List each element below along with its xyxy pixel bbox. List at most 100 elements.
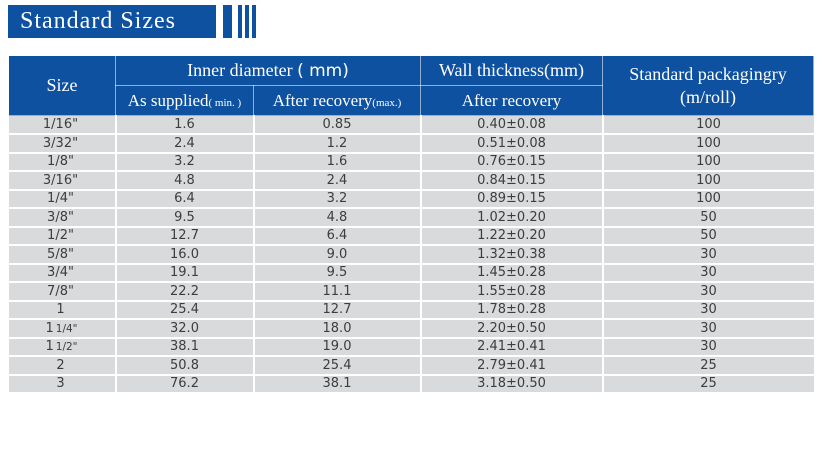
- wall-thickness-cell: 1.55±0.28: [420, 282, 604, 302]
- roll-length-cell: 30: [602, 337, 814, 357]
- header-packaging: Standard packagingry (m/roll): [602, 55, 814, 116]
- header-packaging-line1: Standard packagingry: [629, 64, 787, 84]
- header-inner-diameter: Inner diameter ( mm): [115, 55, 421, 86]
- as-supplied-cell: 25.4: [115, 300, 255, 320]
- size-cell: 1/16": [8, 115, 117, 135]
- size-value: 3: [56, 376, 65, 392]
- after-recovery-cell: 3.2: [253, 189, 422, 209]
- roll-length-cell: 100: [602, 115, 814, 135]
- size-value: 1/8": [47, 154, 74, 170]
- size-value: 3/16": [42, 172, 79, 188]
- as-supplied-cell: 76.2: [115, 374, 255, 394]
- size-cell: 2: [8, 356, 117, 376]
- as-supplied-cell: 19.1: [115, 263, 255, 283]
- header-inner-diameter-label: Inner diameter: [187, 60, 293, 80]
- size-value: 3/32": [42, 135, 79, 151]
- table-row: 5/8" 16.0 9.0 1.32±0.38 30: [8, 245, 814, 265]
- size-fraction: 1/2": [55, 341, 78, 354]
- roll-length-cell: 100: [602, 189, 814, 209]
- header-after-recovery: After recovery(max.): [253, 85, 421, 116]
- wall-thickness-cell: 0.40±0.08: [420, 115, 604, 135]
- as-supplied-cell: 4.8: [115, 171, 255, 191]
- as-supplied-cell: 22.2: [115, 282, 255, 302]
- wall-thickness-cell: 0.76±0.15: [420, 152, 604, 172]
- wall-thickness-cell: 1.78±0.28: [420, 300, 604, 320]
- size-value: 1: [45, 339, 54, 355]
- table-row: 1 1/2" 38.1 19.0 2.41±0.41 30: [8, 337, 814, 357]
- size-cell: 1 1/2": [8, 337, 117, 357]
- size-value: 1: [45, 320, 54, 336]
- size-cell: 1/2": [8, 226, 117, 246]
- after-recovery-cell: 25.4: [253, 356, 422, 376]
- size-value: 1/2": [47, 228, 74, 244]
- after-recovery-cell: 11.1: [253, 282, 422, 302]
- table-row: 1 1/4" 32.0 18.0 2.20±0.50 30: [8, 319, 814, 339]
- roll-length-cell: 30: [602, 263, 814, 283]
- roll-length-cell: 50: [602, 208, 814, 228]
- header-as-supplied-note: ( min. ): [208, 96, 242, 109]
- size-value: 3/8": [47, 209, 74, 225]
- table-row: 2 50.8 25.4 2.79±0.41 25: [8, 356, 814, 376]
- header-size: Size: [8, 55, 116, 116]
- as-supplied-cell: 1.6: [115, 115, 255, 135]
- decor-bar: [245, 5, 249, 38]
- wall-thickness-cell: 2.20±0.50: [420, 319, 604, 339]
- roll-length-cell: 50: [602, 226, 814, 246]
- size-value: 7/8": [47, 283, 74, 299]
- table-row: 3/16" 4.8 2.4 0.84±0.15 100: [8, 171, 814, 191]
- size-cell: 3/8": [8, 208, 117, 228]
- wall-thickness-cell: 2.79±0.41: [420, 356, 604, 376]
- after-recovery-cell: 2.4: [253, 171, 422, 191]
- wall-thickness-cell: 1.02±0.20: [420, 208, 604, 228]
- size-cell: 3/16": [8, 171, 117, 191]
- roll-length-cell: 30: [602, 300, 814, 320]
- roll-length-cell: 100: [602, 134, 814, 154]
- wall-thickness-cell: 1.45±0.28: [420, 263, 604, 283]
- size-fraction: 1/4": [55, 322, 78, 335]
- as-supplied-cell: 16.0: [115, 245, 255, 265]
- roll-length-cell: 100: [602, 171, 814, 191]
- after-recovery-cell: 0.85: [253, 115, 422, 135]
- size-value: 1/16": [42, 117, 79, 132]
- after-recovery-cell: 1.2: [253, 134, 422, 154]
- size-value: 1/4": [47, 191, 74, 207]
- size-cell: 3/32": [8, 134, 117, 154]
- size-cell: 1 1/4": [8, 319, 117, 339]
- size-value: 2: [56, 357, 65, 373]
- table-row: 3/8" 9.5 4.8 1.02±0.20 50: [8, 208, 814, 228]
- table-row: 1/16" 1.6 0.85 0.40±0.08 100: [8, 115, 814, 135]
- header-after-recovery-label: After recovery: [272, 90, 373, 110]
- standard-sizes-table: Size Inner diameter ( mm) Wall thickness…: [8, 55, 814, 394]
- as-supplied-cell: 2.4: [115, 134, 255, 154]
- table-row: 1/8" 3.2 1.6 0.76±0.15 100: [8, 152, 814, 172]
- as-supplied-cell: 9.5: [115, 208, 255, 228]
- table-body: 1/16" 1.6 0.85 0.40±0.08 100 3/32" 2.4 1…: [8, 115, 814, 394]
- table-row: 1/2" 12.7 6.4 1.22±0.20 50: [8, 226, 814, 246]
- as-supplied-cell: 50.8: [115, 356, 255, 376]
- after-recovery-cell: 4.8: [253, 208, 422, 228]
- wall-thickness-cell: 1.32±0.38: [420, 245, 604, 265]
- size-cell: 3/4": [8, 263, 117, 283]
- wall-thickness-cell: 0.51±0.08: [420, 134, 604, 154]
- size-cell: 1/4": [8, 189, 117, 209]
- size-cell: 1: [8, 300, 117, 320]
- table-row: 3 76.2 38.1 3.18±0.50 25: [8, 374, 814, 394]
- wall-thickness-cell: 1.22±0.20: [420, 226, 604, 246]
- table-row: 1/4" 6.4 3.2 0.89±0.15 100: [8, 189, 814, 209]
- after-recovery-cell: 6.4: [253, 226, 422, 246]
- table-row: 1 25.4 12.7 1.78±0.28 30: [8, 300, 814, 320]
- after-recovery-cell: 19.0: [253, 337, 422, 357]
- header-as-supplied: As supplied( min. ): [115, 85, 254, 116]
- roll-length-cell: 25: [602, 356, 814, 376]
- size-value: 1: [56, 302, 65, 318]
- size-cell: 3: [8, 374, 117, 394]
- as-supplied-cell: 3.2: [115, 152, 255, 172]
- as-supplied-cell: 32.0: [115, 319, 255, 339]
- wall-thickness-cell: 2.41±0.41: [420, 337, 604, 357]
- header-inner-diameter-unit: ( mm): [297, 61, 349, 81]
- title-row: Standard Sizes: [8, 5, 259, 38]
- table-row: 7/8" 22.2 11.1 1.55±0.28 30: [8, 282, 814, 302]
- as-supplied-cell: 38.1: [115, 337, 255, 357]
- as-supplied-cell: 12.7: [115, 226, 255, 246]
